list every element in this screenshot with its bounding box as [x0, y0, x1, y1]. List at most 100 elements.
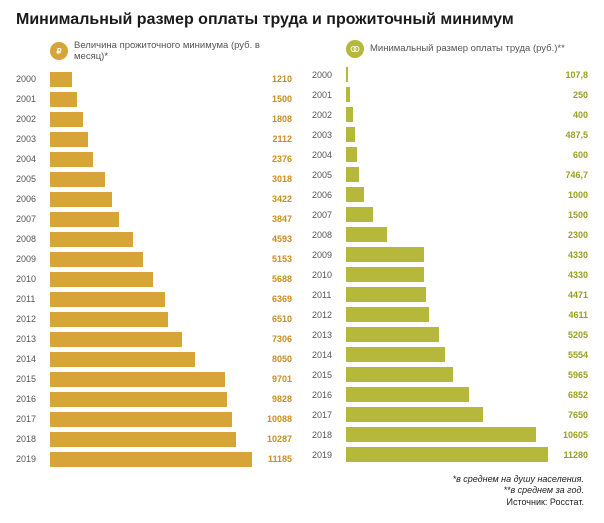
bar-track: [50, 72, 252, 87]
footnote-2: **в среднем за год.: [16, 485, 584, 497]
bar-track: [50, 212, 252, 227]
bar-track: [346, 267, 548, 282]
year-label: 2019: [312, 450, 342, 460]
bar: [346, 167, 359, 182]
bar: [50, 452, 252, 467]
bar-track: [346, 287, 548, 302]
bar-track: [50, 192, 252, 207]
bar: [346, 327, 439, 342]
right-chart-header: Минимальный размер оплаты труда (руб.)**: [312, 40, 588, 58]
value-label: 11185: [256, 454, 292, 464]
year-label: 2017: [312, 410, 342, 420]
value-label: 3847: [256, 214, 292, 224]
value-label: 7306: [256, 334, 292, 344]
chart-row: 2004600: [312, 146, 588, 163]
chart-row: 20159701: [16, 371, 292, 388]
page-title: Минимальный размер оплаты труда и прожит…: [16, 10, 588, 30]
year-label: 2012: [312, 310, 342, 320]
bar: [50, 292, 165, 307]
value-label: 400: [552, 110, 588, 120]
bar-track: [50, 232, 252, 247]
chart-row: 2009 5153: [16, 251, 292, 268]
year-label: 2008: [16, 234, 46, 244]
year-label: 2014: [16, 354, 46, 364]
value-label: 10605: [552, 430, 588, 440]
bar-track: [346, 407, 548, 422]
year-label: 2006: [312, 190, 342, 200]
bar: [346, 367, 453, 382]
year-label: 2004: [312, 150, 342, 160]
bar: [346, 427, 536, 442]
footnotes: *в среднем на душу населения. **в средне…: [16, 474, 588, 509]
bar: [346, 147, 357, 162]
value-label: 5688: [256, 274, 292, 284]
chart-row: 20166852: [312, 386, 588, 403]
bar-track: [346, 247, 548, 262]
year-label: 2003: [16, 134, 46, 144]
bar: [50, 352, 195, 367]
value-label: 1500: [552, 210, 588, 220]
bar: [346, 247, 424, 262]
year-label: 2002: [312, 110, 342, 120]
chart-row: 2011 6369: [16, 291, 292, 308]
chart-row: 20124611: [312, 306, 588, 323]
value-label: 1210: [256, 74, 292, 84]
bar: [346, 207, 373, 222]
year-label: 2002: [16, 114, 46, 124]
bar: [50, 72, 72, 87]
bar-track: [50, 312, 252, 327]
bar: [346, 347, 445, 362]
bar: [50, 332, 182, 347]
left-chart-label: Величина прожиточного минимума (руб. в м…: [74, 40, 292, 63]
chart-row: 2007 1500: [312, 206, 588, 223]
value-label: 5965: [552, 370, 588, 380]
value-label: 3422: [256, 194, 292, 204]
value-label: 6510: [256, 314, 292, 324]
bar: [50, 272, 153, 287]
year-label: 2007: [312, 210, 342, 220]
value-label: 250: [552, 90, 588, 100]
bar: [346, 267, 424, 282]
year-label: 2006: [16, 194, 46, 204]
bar-track: [346, 87, 548, 102]
value-label: 2376: [256, 154, 292, 164]
bar-track: [50, 372, 252, 387]
chart-row: 20073847: [16, 211, 292, 228]
bar-track: [50, 432, 252, 447]
year-label: 2009: [312, 250, 342, 260]
bar-track: [50, 112, 252, 127]
bar: [50, 392, 227, 407]
bar-track: [50, 252, 252, 267]
left-chart: ₽ Величина прожиточного минимума (руб. в…: [16, 40, 292, 468]
chart-row: 2000107,8: [312, 66, 588, 83]
value-label: 10287: [256, 434, 292, 444]
year-label: 2016: [312, 390, 342, 400]
value-label: 1500: [256, 94, 292, 104]
value-label: 5153: [256, 254, 292, 264]
bar: [50, 112, 83, 127]
chart-row: 20084593: [16, 231, 292, 248]
bar-track: [346, 327, 548, 342]
value-label: 9701: [256, 374, 292, 384]
bar: [346, 287, 426, 302]
bar: [50, 432, 236, 447]
bar-track: [346, 307, 548, 322]
bar-track: [50, 92, 252, 107]
value-label: 2112: [256, 134, 292, 144]
bar: [346, 187, 364, 202]
year-label: 2011: [16, 294, 46, 304]
year-label: 2011: [312, 290, 342, 300]
chart-row: 2003 2112: [16, 131, 292, 148]
bar: [346, 407, 483, 422]
bar: [346, 87, 350, 102]
year-label: 2018: [16, 434, 46, 444]
chart-row: 20021808: [16, 111, 292, 128]
value-label: 4330: [552, 270, 588, 280]
chart-row: 2005746,7: [312, 166, 588, 183]
value-label: 6369: [256, 294, 292, 304]
bar: [50, 212, 119, 227]
left-chart-rows: 2000121020011500200218082003211220042376…: [16, 71, 292, 468]
year-label: 2009: [16, 254, 46, 264]
bar-track: [50, 172, 252, 187]
year-label: 2001: [16, 94, 46, 104]
